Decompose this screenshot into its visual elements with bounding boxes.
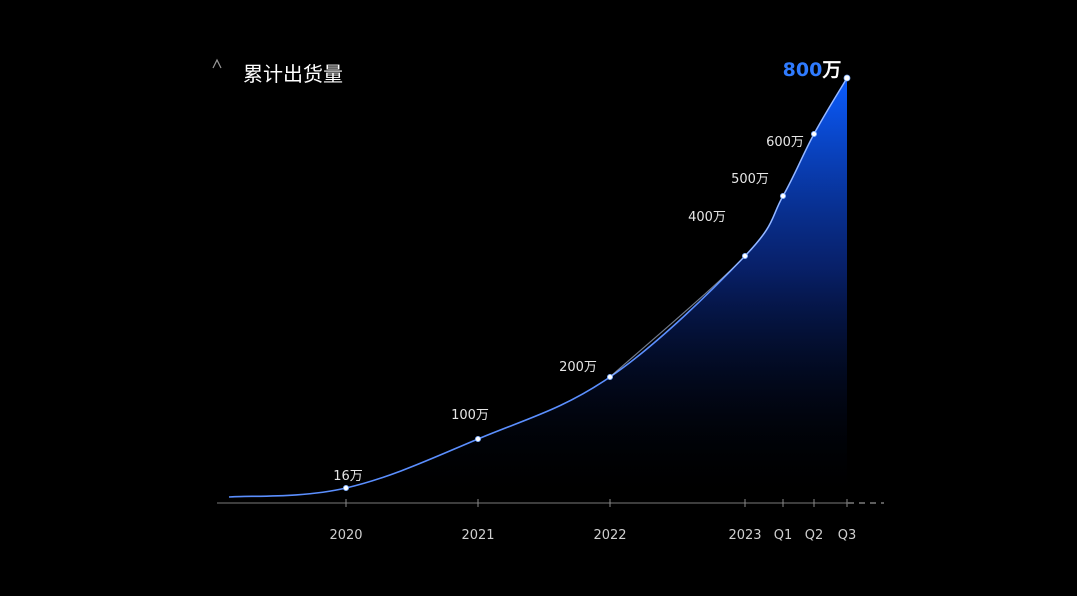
series-area-fill (346, 78, 847, 503)
data-point (780, 192, 787, 199)
data-label: 600万 (766, 135, 804, 150)
data-point (474, 435, 481, 442)
y-axis-label: 累计出货量 (243, 62, 343, 86)
data-point (607, 373, 614, 380)
x-tick-label: 2021 (461, 528, 494, 543)
x-tick-label: 2020 (329, 528, 362, 543)
x-tick-label: 2022 (593, 528, 626, 543)
data-point (843, 74, 851, 82)
data-label: 200万 (559, 360, 597, 375)
x-tick-label: Q1 (774, 528, 793, 543)
data-point (742, 252, 749, 259)
series-line-highlight (609, 77, 848, 378)
x-tick-label: 2023 (728, 528, 761, 543)
x-tick-label: Q2 (805, 528, 824, 543)
data-label: 400万 (688, 210, 726, 225)
data-point (811, 130, 818, 137)
data-label: 100万 (451, 408, 489, 423)
x-tick-label: Q3 (838, 528, 857, 543)
data-label-max: 800万 (783, 59, 842, 81)
data-label: 16万 (333, 469, 363, 484)
data-label: 500万 (731, 172, 769, 187)
y-axis-arrow-icon (212, 58, 222, 69)
data-point (342, 484, 349, 491)
